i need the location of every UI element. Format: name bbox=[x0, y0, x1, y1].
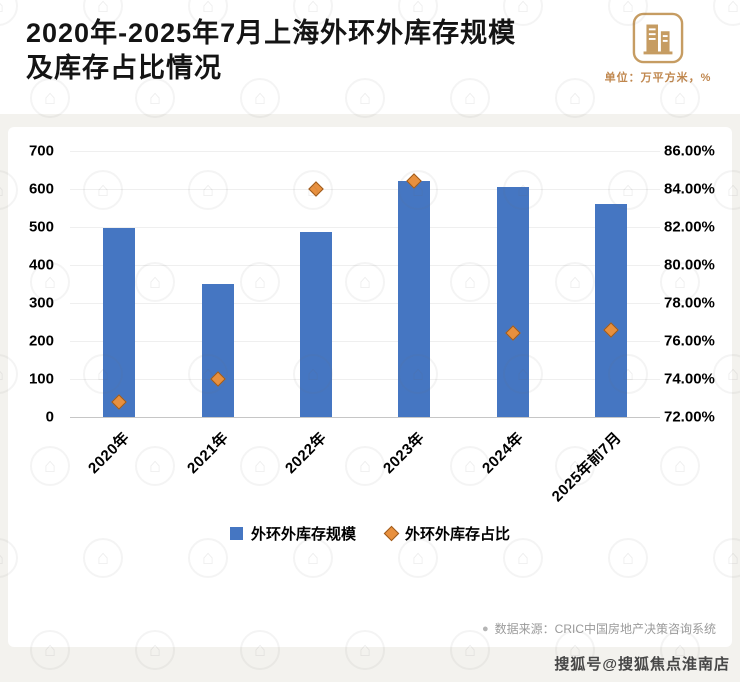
left-axis-tick: 700 bbox=[28, 142, 54, 160]
x-axis-label: 2025年前7月 bbox=[548, 429, 625, 506]
right-axis-labels: 72.00% 74.00% 76.00% 78.00% 80.00% 82.00% 84.0… bbox=[662, 143, 732, 426]
x-axis-labels: 2020年 2021年 2022年 2023年 2024年 2025年前7月 bbox=[70, 417, 660, 521]
left-axis-tick: 0 bbox=[45, 408, 54, 426]
legend-bar-swatch bbox=[229, 527, 243, 540]
right-axis-tick: 82.00% bbox=[664, 218, 715, 236]
gridline bbox=[70, 303, 660, 304]
plot-area bbox=[70, 151, 660, 418]
left-axis-tick: 600 bbox=[28, 180, 54, 198]
gridline bbox=[70, 265, 660, 266]
right-axis-tick: 84.00% bbox=[664, 180, 715, 198]
x-axis-label: 2021年 bbox=[183, 429, 232, 478]
bar bbox=[594, 204, 627, 417]
right-axis-tick: 80.00% bbox=[664, 256, 715, 274]
right-axis-tick: 78.00% bbox=[664, 294, 715, 312]
building-logo-icon bbox=[632, 12, 684, 64]
left-axis-tick: 400 bbox=[28, 256, 54, 274]
left-axis-tick: 200 bbox=[28, 332, 54, 350]
gridline bbox=[70, 227, 660, 228]
bar bbox=[398, 181, 431, 417]
legend-bar-label: 外环外库存规模 bbox=[250, 526, 356, 543]
right-axis-tick: 72.00% bbox=[664, 408, 715, 426]
left-axis-labels: 0 100 200 300 400 500 600 700 bbox=[8, 143, 62, 426]
header: 2020年-2025年7月上海外环外库存规模 及库存占比情况 单位：万平方米，% bbox=[0, 0, 740, 114]
bar bbox=[103, 228, 136, 417]
left-axis-tick: 300 bbox=[28, 294, 54, 312]
gridline bbox=[70, 151, 660, 152]
page-title: 2020年-2025年7月上海外环外库存规模 及库存占比情况 bbox=[26, 16, 516, 86]
right-axis-tick: 76.00% bbox=[664, 332, 715, 350]
brand: 单位：万平方米，% bbox=[600, 12, 716, 85]
right-axis-tick: 74.00% bbox=[664, 370, 715, 388]
bar bbox=[299, 231, 332, 417]
unit-label: 单位：万平方米，% bbox=[604, 72, 712, 84]
scatter-point bbox=[308, 181, 324, 197]
legend: 外环外库存规模 外环外库存占比 bbox=[8, 523, 732, 544]
left-axis-tick: 100 bbox=[28, 370, 54, 388]
legend-diamond-swatch bbox=[383, 525, 400, 542]
legend-diamond-label: 外环外库存占比 bbox=[405, 526, 511, 543]
left-axis-tick: 500 bbox=[28, 218, 54, 236]
title-line-2: 及库存占比情况 bbox=[26, 53, 222, 84]
x-axis-label: 2020年 bbox=[85, 429, 134, 478]
bar bbox=[496, 187, 529, 417]
legend-item-diamond: 外环外库存占比 bbox=[383, 523, 511, 544]
chart-panel: 0 100 200 300 400 500 600 700 72.00% 74.00% 76.00… bbox=[8, 127, 732, 647]
title-line-1: 2020年-2025年7月上海外环外库存规模 bbox=[26, 18, 517, 48]
x-axis-label: 2024年 bbox=[478, 429, 527, 478]
source-text: 数据来源：CRIC中国房地产决策咨询系统 bbox=[494, 622, 716, 636]
gridline bbox=[70, 379, 660, 380]
legend-item-bar: 外环外库存规模 bbox=[229, 523, 356, 544]
source-bullet-icon: ● bbox=[482, 622, 489, 635]
bar bbox=[201, 284, 234, 417]
data-source: ● 数据来源：CRIC中国房地产决策咨询系统 bbox=[482, 620, 716, 637]
x-axis-label: 2023年 bbox=[380, 429, 429, 478]
gridline bbox=[70, 189, 660, 190]
x-axis-label: 2022年 bbox=[281, 429, 330, 478]
gridline bbox=[70, 341, 660, 342]
watermark-text: 搜狐号@搜狐焦点淮南店 bbox=[554, 656, 730, 673]
right-axis-tick: 86.00% bbox=[664, 142, 715, 160]
